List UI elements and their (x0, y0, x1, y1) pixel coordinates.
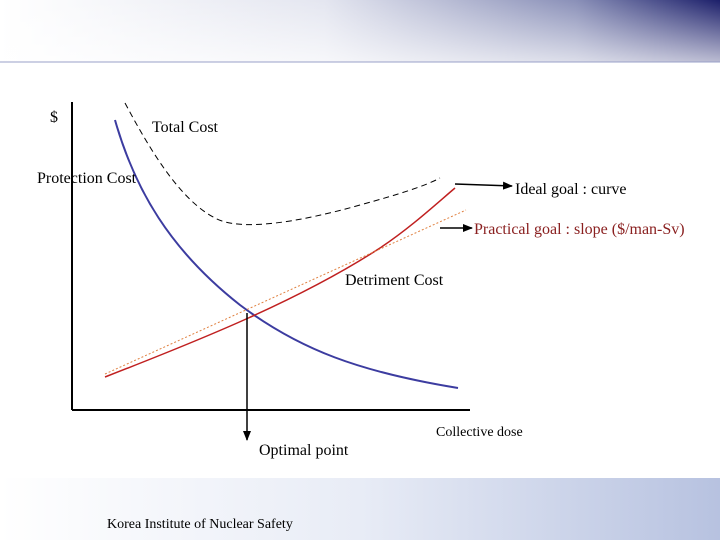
detriment-cost-curve (104, 187, 456, 378)
total-cost-curve (124, 102, 441, 226)
ideal-goal-label: Ideal goal : curve (515, 181, 627, 198)
header-shade (0, 0, 720, 62)
footer-organization: Korea Institute of Nuclear Safety (107, 517, 293, 532)
y-axis-label: $ (50, 109, 58, 126)
practical-slope-line (104, 209, 467, 375)
optimal-point-label: Optimal point (259, 442, 349, 459)
protection-cost-curve (114, 119, 459, 389)
protection-cost-label: Protection Cost (37, 170, 137, 187)
detriment-cost-label: Detriment Cost (345, 272, 444, 289)
footer-band (0, 478, 720, 540)
x-axis-label: Collective dose (436, 425, 523, 440)
practical-goal-label: Practical goal : slope ($/man-Sv) (474, 221, 685, 238)
ideal-arrow (454, 181, 513, 190)
total-cost-label: Total Cost (152, 119, 219, 136)
